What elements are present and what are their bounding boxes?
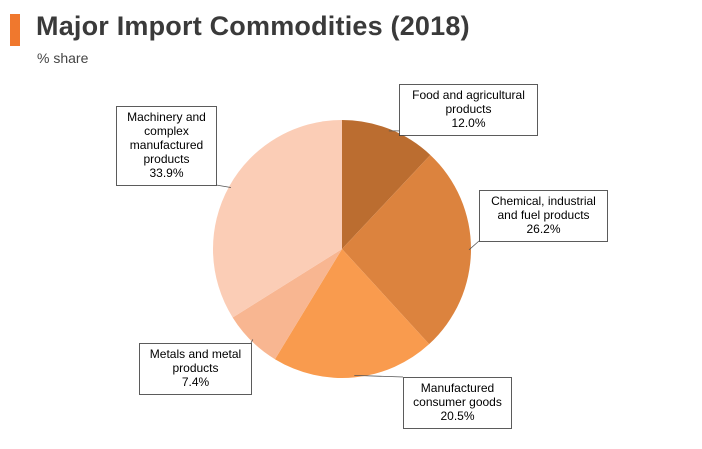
slice-value-label: 7.4% (182, 375, 210, 389)
slice-category-label: manufactured (130, 138, 203, 152)
slice-category-label: complex (144, 124, 189, 138)
slice-category-label: Metals and metal (150, 347, 241, 361)
callout-leader-line (468, 240, 480, 251)
slice-category-label: products (143, 152, 189, 166)
slice-value-label: 33.9% (149, 166, 183, 180)
slice-category-label: products (172, 361, 218, 375)
slice-category-label: Manufactured (421, 381, 494, 395)
slice-category-label: and fuel products (497, 208, 589, 222)
slice-category-label: Food and agricultural (412, 88, 525, 102)
title-accent-bar (10, 14, 20, 46)
pie-slices (212, 119, 472, 379)
pie-slice (342, 120, 431, 249)
pie-slice (342, 154, 472, 345)
callout-box (139, 343, 252, 395)
callout-box (399, 84, 538, 136)
slice-value-label: 26.2% (526, 222, 560, 236)
chart-subtitle: % share (37, 50, 89, 66)
pie-slice (274, 249, 430, 379)
callout-leader-line (215, 184, 231, 188)
slice-category-label: Machinery and (127, 110, 206, 124)
callout-leader-line (250, 339, 254, 344)
callout-box (116, 106, 217, 186)
pie-slice (232, 249, 342, 360)
slice-value-label: 20.5% (440, 409, 474, 423)
chart-title: Major Import Commodities (2018) (36, 11, 470, 41)
slice-value-label: 12.0% (451, 116, 485, 130)
callout-box (479, 190, 608, 242)
callout-box (403, 377, 512, 429)
pie-callouts: Food and agriculturalproducts12.0%Chemic… (116, 84, 608, 429)
callout-leader-line (354, 375, 404, 378)
slice-category-label: consumer goods (413, 395, 502, 409)
slice-category-label: Chemical, industrial (491, 194, 596, 208)
pie-slice (212, 119, 342, 318)
slice-category-label: products (445, 102, 491, 116)
